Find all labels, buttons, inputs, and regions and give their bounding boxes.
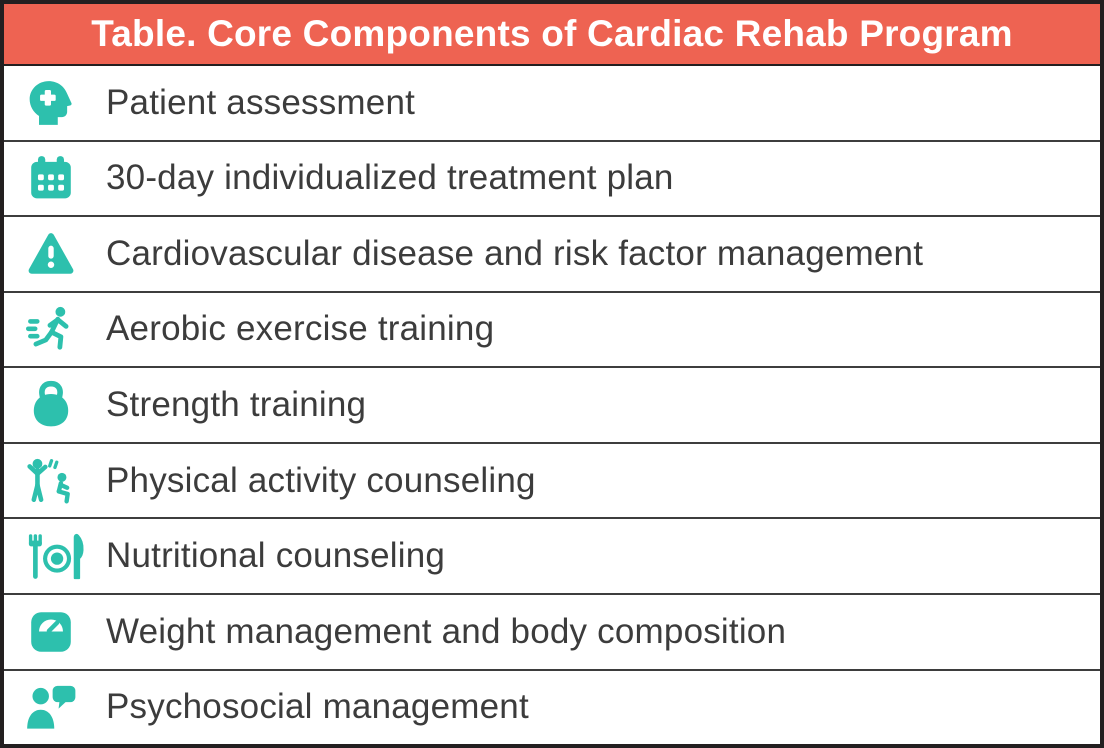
row-label: Patient assessment xyxy=(106,82,416,122)
row-label: Nutritional counseling xyxy=(106,536,446,576)
kettlebell-icon xyxy=(33,380,69,427)
table-body: Patient assessment 30-day individualized… xyxy=(4,66,1100,745)
table-row: Nutritional counseling xyxy=(4,517,1100,593)
head-cross-icon xyxy=(29,80,72,125)
row-label: Psychosocial management xyxy=(106,687,529,727)
table-row: 30-day individualized treatment plan xyxy=(4,139,1100,216)
row-label: 30-day individualized treatment plan xyxy=(106,158,674,198)
table-row: Psychosocial management xyxy=(4,668,1100,745)
table-row: Cardiovascular disease and risk factor m… xyxy=(4,215,1100,291)
warning-triangle-icon xyxy=(28,233,74,274)
plate-fork-knife-icon xyxy=(28,533,84,579)
table-row: Strength training xyxy=(4,366,1100,442)
row-label: Physical activity counseling xyxy=(106,460,536,500)
table-row: Weight management and body composition xyxy=(4,592,1100,669)
person-speech-bubble-icon xyxy=(27,686,76,729)
row-label: Cardiovascular disease and risk factor m… xyxy=(106,233,924,273)
row-label: Strength training xyxy=(106,385,367,425)
table-row: Aerobic exercise training xyxy=(4,290,1100,367)
calendar-icon xyxy=(31,156,71,199)
table-row: Patient assessment xyxy=(4,66,1100,140)
row-label: Weight management and body composition xyxy=(106,611,787,651)
weight-scale-icon xyxy=(31,611,71,652)
table-row: Physical activity counseling xyxy=(4,441,1100,518)
row-label: Aerobic exercise training xyxy=(106,309,495,349)
runner-icon xyxy=(26,307,69,351)
activity-counseling-icon xyxy=(27,458,70,504)
table-title: Table. Core Components of Cardiac Rehab … xyxy=(4,4,1100,66)
